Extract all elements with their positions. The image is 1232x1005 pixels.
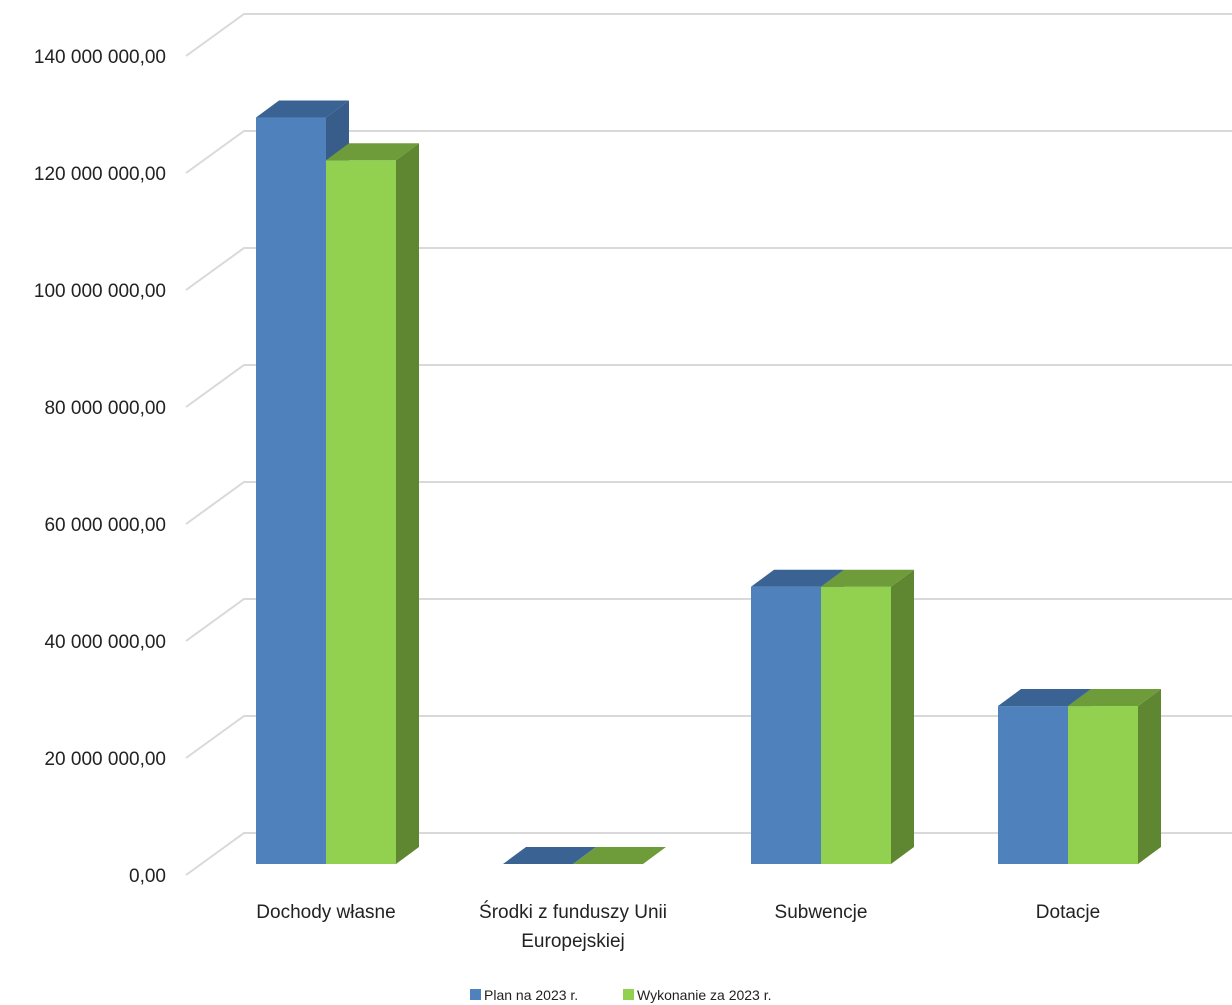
gridlines <box>185 13 1232 876</box>
bar-top <box>503 847 596 864</box>
gridline <box>185 130 1232 174</box>
legend-entry: Plan na 2023 r. <box>484 987 578 1003</box>
bar-front <box>751 586 821 864</box>
bar-top <box>751 569 844 587</box>
gridline <box>185 13 1232 57</box>
gridline <box>185 364 1232 408</box>
bar-side <box>1138 689 1161 864</box>
bar <box>573 847 666 864</box>
bar <box>821 569 914 864</box>
y-axis-tick-labels: 0,00 20 000 000,00 40 000 000,00 60 000 000… <box>34 47 166 887</box>
bar-top <box>998 689 1091 707</box>
bar-side <box>891 569 914 864</box>
legend: Plan na 2023 r. Wykonanie za 2023 r. <box>470 987 772 1003</box>
x-axis-category-labels: Dochody własne Środki z funduszy Unii Euro… <box>256 901 1100 952</box>
y-tick-label: 60 000 000,00 <box>44 515 166 536</box>
bar-top <box>573 847 666 864</box>
y-tick-label: 120 000 000,00 <box>34 164 166 185</box>
bar-front <box>256 117 326 865</box>
bar-top <box>821 569 914 587</box>
y-tick-label: 40 000 000,00 <box>44 632 166 653</box>
legend-swatch <box>470 989 481 1000</box>
bars <box>256 100 1161 865</box>
bar <box>326 143 419 864</box>
y-tick-label: 100 000 000,00 <box>34 281 166 302</box>
bar-front <box>821 586 891 864</box>
y-tick-label: 80 000 000,00 <box>44 398 166 419</box>
bar-top <box>256 100 349 118</box>
category-label: Dotacje <box>1036 902 1100 923</box>
bar-side <box>396 143 419 864</box>
y-tick-label: 0,00 <box>129 866 166 887</box>
bar-front <box>326 160 396 864</box>
category-label: Środki z funduszy Unii <box>479 901 667 923</box>
y-tick-label: 140 000 000,00 <box>34 47 166 68</box>
legend-entry: Wykonanie za 2023 r. <box>637 987 772 1003</box>
category-label: Dochody własne <box>256 902 395 923</box>
category-label: Subwencje <box>775 902 868 923</box>
bar <box>503 847 596 864</box>
bar <box>1068 689 1161 864</box>
bar-top <box>326 143 419 161</box>
bar-front <box>998 706 1068 864</box>
bar-front <box>1068 706 1138 864</box>
legend-swatch <box>623 989 634 1000</box>
bar-top <box>1068 689 1161 707</box>
y-tick-label: 20 000 000,00 <box>44 749 166 770</box>
gridline <box>185 481 1232 525</box>
gridline <box>185 247 1232 291</box>
category-label: Europejskiej <box>521 931 625 952</box>
